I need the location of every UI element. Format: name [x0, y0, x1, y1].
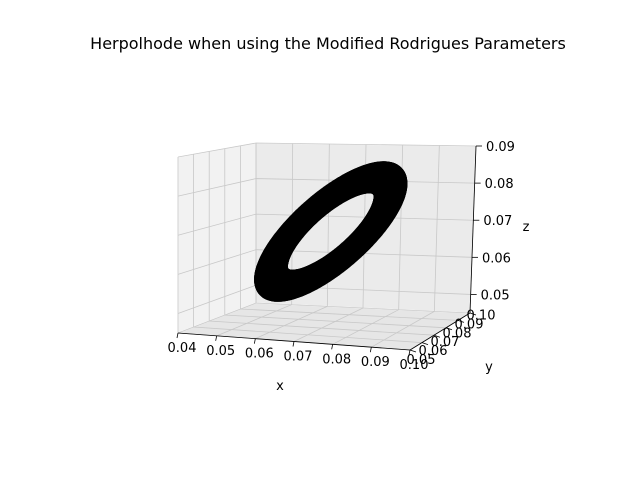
y-tick-label: 0.10 [467, 309, 496, 324]
x-tick-label: 0.04 [168, 341, 197, 356]
x-tick-label: 0.08 [322, 352, 351, 367]
y-gridline [255, 143, 471, 314]
tick-marks [176, 145, 482, 356]
axes-3d [176, 142, 482, 356]
z-tick-label: 0.09 [486, 140, 515, 155]
y-gridline [193, 154, 423, 343]
pane-left [177, 142, 257, 334]
y-tick [445, 327, 453, 331]
x-tick [292, 341, 295, 347]
z-gridline [177, 142, 477, 158]
x-tick [408, 349, 411, 356]
y-axis-line [409, 312, 471, 351]
z-gridline [177, 249, 473, 275]
x-tick-label: 0.09 [361, 355, 390, 370]
x-tick [253, 338, 256, 344]
data-point [343, 236, 359, 252]
y-tick [457, 320, 465, 323]
z-tick-label: 0.05 [481, 288, 510, 303]
x-tick-label: 0.10 [400, 358, 429, 373]
x-tick-label: 0.07 [284, 350, 313, 365]
y-tick [421, 342, 429, 345]
y-tick [433, 334, 441, 338]
x-tick [331, 344, 334, 350]
y-gridline [224, 148, 447, 329]
y-axis-label: y [485, 360, 493, 375]
x-tick [369, 347, 372, 353]
y-tick-label: 0.07 [431, 335, 460, 350]
z-tick-label: 0.07 [483, 214, 512, 229]
x-tick [215, 335, 218, 341]
y-tick-label: 0.08 [443, 326, 472, 341]
x-axis-label: x [276, 379, 284, 394]
tick-labels: 0.04 0.05 0.06 0.07 0.08 0.09 0.100.050.060.07… [168, 140, 515, 373]
y-gridline [239, 145, 459, 321]
y-tick-label: 0.06 [419, 344, 448, 359]
y-tick-label: 0.09 [455, 317, 484, 332]
chart-title: Herpolhode when using the Modified Rodri… [90, 34, 566, 53]
z-axis-line [469, 145, 477, 314]
y-tick [469, 312, 477, 316]
z-tick-label: 0.08 [485, 177, 514, 192]
y-tick [409, 349, 417, 353]
z-axis-label: z [523, 220, 530, 235]
y-tick-label: 0.05 [407, 353, 436, 368]
herpolhode-points [254, 161, 408, 302]
x-tick-label: 0.05 [206, 344, 235, 359]
herpolhode-ring [272, 178, 389, 285]
z-tick-label: 0.06 [482, 251, 511, 266]
x-tick [176, 332, 179, 339]
x-tick-label: 0.06 [245, 347, 274, 362]
z-gridline [177, 213, 474, 236]
y-gridline [208, 151, 435, 336]
